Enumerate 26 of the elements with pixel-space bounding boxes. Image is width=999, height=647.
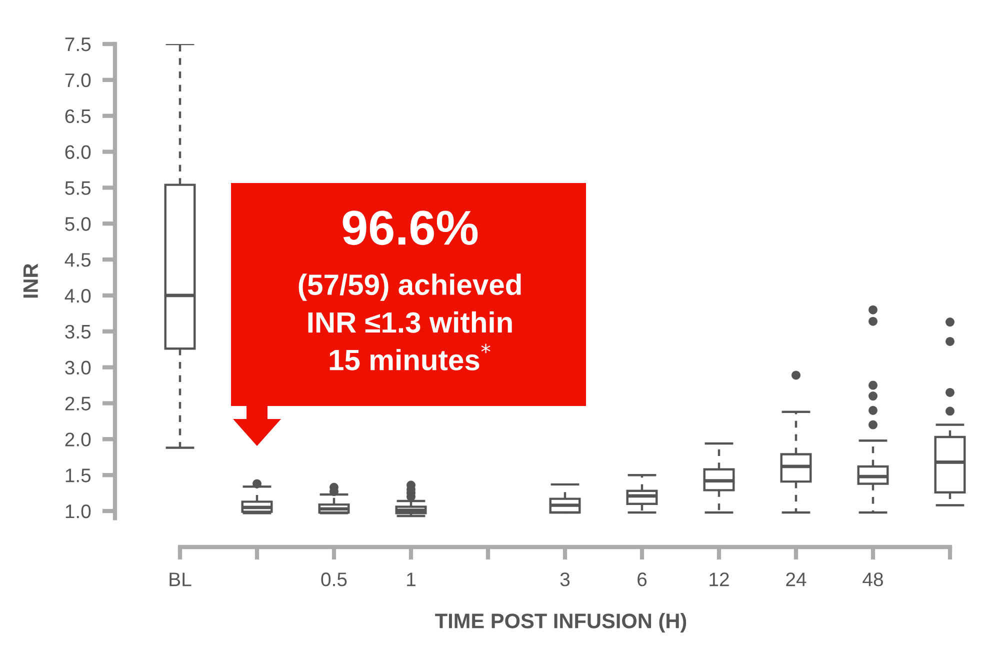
x-tick-label: 24: [786, 572, 806, 586]
y-tick-label: 5.5: [65, 181, 91, 195]
y-tick-label: 2.0: [65, 432, 91, 446]
x-tick-label: 1: [407, 572, 416, 586]
x-tick-label: 0.5: [321, 572, 347, 586]
y-tick-label: 4.0: [64, 288, 91, 303]
x-tick-label: 3: [560, 572, 570, 586]
y-tick-label: 6.5: [65, 109, 91, 124]
y-axis-title: INR: [23, 264, 38, 298]
annotation: 96.6%: [342, 210, 478, 246]
y-tick-label: 7.0: [65, 73, 91, 88]
y-tick-label: 1.5: [66, 468, 91, 482]
y-tick-label: 5.0: [65, 217, 91, 231]
x-axis-title: TIME POST INFUSION (H): [435, 613, 686, 632]
annotation: (57/59) achieved INR ≤1.3 within 15 minutes$^{*}$: [298, 274, 521, 370]
y-tick-label: 3.0: [65, 360, 91, 375]
y-tick-label: 3.5: [65, 324, 91, 339]
y-tick-label: 4.5: [64, 253, 91, 267]
y-tick-label: 2.5: [65, 396, 91, 410]
x-tick-label: BL: [170, 572, 192, 586]
y-tick-label: 7.5: [65, 38, 91, 52]
x-tick-label: 12: [710, 572, 729, 586]
y-tick-label: 6.0: [65, 145, 91, 160]
x-tick-label: 6: [638, 572, 647, 586]
y-tick-label: 1.0: [66, 504, 91, 518]
x-tick-label: 48: [862, 572, 883, 586]
